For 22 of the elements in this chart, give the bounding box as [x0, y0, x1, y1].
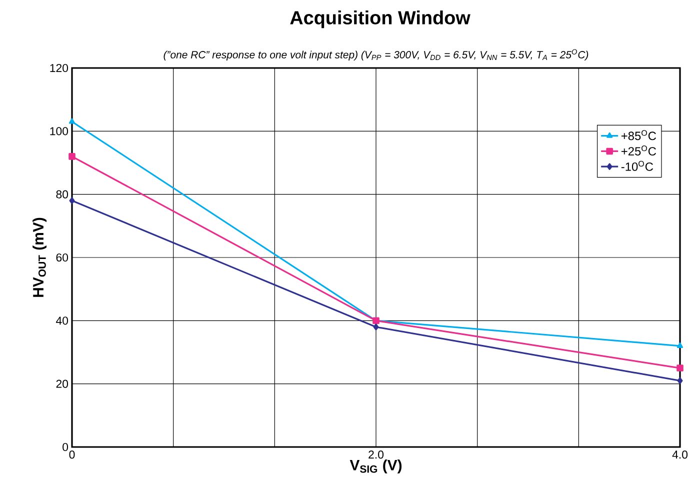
point [676, 364, 684, 372]
y-tick-label: 120 [50, 64, 68, 72]
y-tick-label: 40 [56, 316, 68, 325]
y-tick-label: 80 [56, 190, 68, 198]
x-tick-label: 2.0 [368, 450, 384, 459]
y-tick-label: 60 [56, 253, 68, 262]
legend-label: +25$^{O}$C [621, 146, 656, 156]
legend-label: -10$^{O}$C [621, 160, 654, 171]
y-tick-label: 0 [62, 442, 68, 452]
y-tick-label: 20 [56, 380, 68, 388]
x-tick-label: 0 [69, 450, 75, 459]
point [69, 197, 75, 204]
chart-title: Acquisition Window [290, 10, 470, 28]
x-axis-title: V$_{SIG}$ (V) [350, 459, 402, 474]
y-tick-label: 100 [50, 127, 68, 136]
point [68, 153, 76, 160]
point [373, 324, 379, 330]
text: (”one RC” response to one volt input step) (V$_{PP}$ = 300V, V$_{DD}$ = 6.5V, V$_{NN}$ = 5.5V, T$_{A}$ = 25$^{O}$C) [164, 49, 588, 60]
y-axis-title: HV$_{OUT}$ (mV) [32, 218, 47, 297]
point [677, 377, 683, 384]
x-tick-label: 4.0 [672, 450, 688, 459]
legend-label: +85$^{O}$C [621, 130, 656, 140]
